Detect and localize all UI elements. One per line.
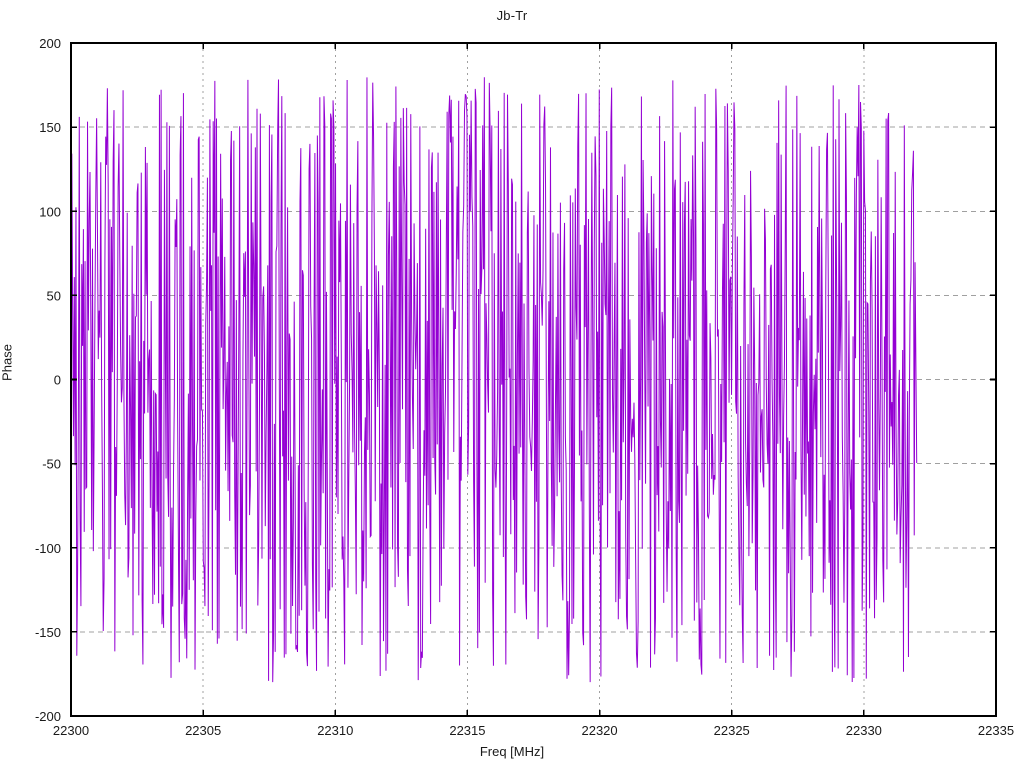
y-tick-label: 50 [47,288,61,303]
x-tick-label: 22310 [317,723,353,738]
x-tick-label: 22330 [846,723,882,738]
axis-ticks [70,42,997,717]
y-tick-label: -200 [35,709,61,724]
x-axis-label: Freq [MHz] [479,744,545,759]
x-tick-label: 22335 [978,723,1014,738]
y-tick-label: 200 [39,36,61,51]
x-tick-label: 22305 [185,723,221,738]
y-tick-label: 150 [39,120,61,135]
chart-title: Jb-Tr [496,8,528,23]
y-tick-label: -100 [35,541,61,556]
y-tick-label: 100 [39,204,61,219]
x-tick-label: 22320 [581,723,617,738]
data-series-layer [70,77,918,683]
y-tick-label: 0 [54,373,61,388]
y-tick-label: -150 [35,625,61,640]
x-tick-label: 22300 [53,723,89,738]
y-tick-label: -50 [42,457,61,472]
x-tick-label: 22325 [714,723,750,738]
x-tick-label: 22315 [449,723,485,738]
axis-tick-labels: -200 -150 -100 -50 0 50 100 150 200 22300 22305 223… [35,36,1014,738]
